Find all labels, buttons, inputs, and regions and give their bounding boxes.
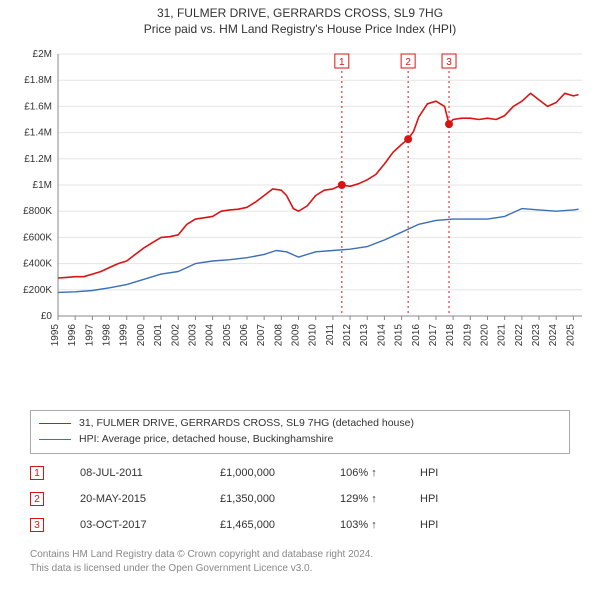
chart-svg: £0 £200K £400K £600K £800K £1M £1.2M £1.4M £1.6M… [10, 48, 590, 368]
sales-date: 20-MAY-2015 [80, 493, 220, 505]
svg-text:2005: 2005 [222, 324, 233, 347]
svg-text:2023: 2023 [531, 324, 542, 347]
svg-text:2019: 2019 [462, 324, 473, 347]
svg-text:£1.6M: £1.6M [24, 101, 52, 112]
sales-hpi: HPI [420, 493, 438, 505]
svg-text:1998: 1998 [102, 324, 113, 347]
sales-badge: 3 [30, 518, 44, 532]
title-block: 31, FULMER DRIVE, GERRARDS CROSS, SL9 7H… [0, 0, 600, 38]
svg-text:2022: 2022 [514, 324, 525, 347]
svg-text:2007: 2007 [256, 324, 267, 347]
footer-line2: This data is licensed under the Open Gov… [30, 562, 570, 576]
svg-text:2020: 2020 [480, 324, 491, 347]
svg-text:2021: 2021 [497, 324, 508, 347]
sales-pct: 106% ↑ [340, 467, 420, 479]
svg-text:1996: 1996 [67, 324, 78, 347]
legend-swatch-red [39, 423, 71, 424]
page-root: 31, FULMER DRIVE, GERRARDS CROSS, SL9 7H… [0, 0, 600, 590]
sales-badge: 1 [30, 466, 44, 480]
svg-text:£200K: £200K [23, 285, 52, 296]
legend-label-red: 31, FULMER DRIVE, GERRARDS CROSS, SL9 7H… [79, 417, 414, 429]
svg-text:2006: 2006 [239, 324, 250, 347]
svg-text:2009: 2009 [291, 324, 302, 347]
svg-text:£0: £0 [41, 311, 53, 322]
svg-text:2010: 2010 [308, 324, 319, 347]
svg-text:1995: 1995 [50, 324, 61, 347]
legend-row-blue: HPI: Average price, detached house, Buck… [39, 431, 561, 447]
sales-price: £1,465,000 [220, 519, 340, 531]
svg-text:1: 1 [339, 57, 345, 68]
sales-price: £1,350,000 [220, 493, 340, 505]
svg-text:2011: 2011 [325, 324, 336, 346]
svg-text:2016: 2016 [411, 324, 422, 347]
svg-text:2000: 2000 [136, 324, 147, 347]
svg-text:£2M: £2M [33, 49, 52, 60]
svg-text:1999: 1999 [119, 324, 130, 347]
svg-text:2001: 2001 [153, 324, 164, 347]
svg-text:2008: 2008 [273, 324, 284, 347]
svg-text:£800K: £800K [23, 206, 52, 217]
svg-text:2012: 2012 [342, 324, 353, 347]
sales-row: 3 03-OCT-2017£1,465,000103% ↑HPI [30, 512, 570, 538]
title-line1: 31, FULMER DRIVE, GERRARDS CROSS, SL9 7H… [0, 6, 600, 20]
svg-text:3: 3 [446, 57, 452, 68]
sales-date: 08-JUL-2011 [80, 467, 220, 479]
svg-text:£600K: £600K [23, 232, 52, 243]
legend-row-red: 31, FULMER DRIVE, GERRARDS CROSS, SL9 7H… [39, 415, 561, 431]
sales-hpi: HPI [420, 467, 438, 479]
svg-text:£1M: £1M [33, 180, 52, 191]
sales-hpi: HPI [420, 519, 438, 531]
sales-table: 108-JUL-2011£1,000,000106% ↑HPI220-MAY-2… [30, 460, 570, 538]
legend-swatch-blue [39, 439, 71, 440]
legend-box: 31, FULMER DRIVE, GERRARDS CROSS, SL9 7H… [30, 410, 570, 454]
sales-price: £1,000,000 [220, 467, 340, 479]
title-line2: Price paid vs. HM Land Registry's House … [0, 22, 600, 36]
svg-text:2004: 2004 [205, 324, 216, 347]
svg-text:2013: 2013 [359, 324, 370, 347]
sales-row: 1 08-JUL-2011£1,000,000106% ↑HPI [30, 460, 570, 486]
chart-area: £0 £200K £400K £600K £800K £1M £1.2M £1.4M £1.6M… [10, 48, 590, 368]
sales-pct: 129% ↑ [340, 493, 420, 505]
svg-text:2024: 2024 [548, 324, 559, 347]
svg-text:2025: 2025 [565, 324, 576, 347]
svg-text:£1.4M: £1.4M [24, 128, 52, 139]
svg-text:2003: 2003 [187, 324, 198, 347]
sales-pct: 103% ↑ [340, 519, 420, 531]
sales-row: 2 20-MAY-2015£1,350,000129% ↑HPI [30, 486, 570, 512]
sales-date: 03-OCT-2017 [80, 519, 220, 531]
legend-label-blue: HPI: Average price, detached house, Buck… [79, 433, 333, 445]
svg-text:1997: 1997 [84, 324, 95, 347]
svg-text:£400K: £400K [23, 259, 52, 270]
svg-text:2002: 2002 [170, 324, 181, 347]
svg-text:2017: 2017 [428, 324, 439, 347]
footer-block: Contains HM Land Registry data © Crown c… [30, 548, 570, 575]
svg-text:2: 2 [405, 57, 411, 68]
svg-text:2015: 2015 [394, 324, 405, 347]
svg-text:2014: 2014 [376, 324, 387, 347]
svg-text:£1.2M: £1.2M [24, 154, 52, 165]
footer-line1: Contains HM Land Registry data © Crown c… [30, 548, 570, 562]
svg-text:£1.8M: £1.8M [24, 75, 52, 86]
svg-text:2018: 2018 [445, 324, 456, 347]
sales-badge: 2 [30, 492, 44, 506]
